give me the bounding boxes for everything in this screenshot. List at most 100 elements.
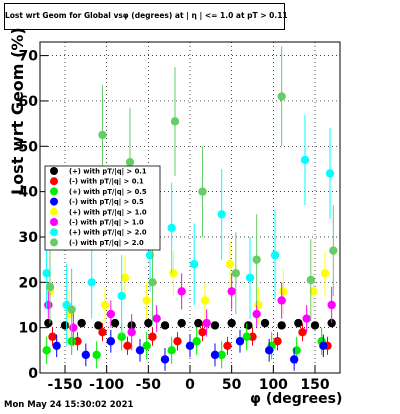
data-point — [325, 169, 335, 178]
data-point — [123, 341, 132, 350]
data-point — [270, 250, 280, 260]
legend-label: (-) with pT/|q| > 2.0 — [69, 239, 144, 248]
data-point — [177, 318, 186, 328]
data-point — [42, 346, 51, 355]
legend-label: (-) with pT/|q| > 1.0 — [69, 219, 144, 228]
legend-marker — [50, 207, 58, 216]
data-point — [319, 341, 328, 350]
data-point — [279, 287, 288, 296]
data-point — [69, 323, 78, 332]
data-point — [231, 269, 241, 278]
data-point — [42, 269, 51, 278]
data-point — [306, 275, 316, 285]
data-point — [217, 350, 226, 360]
legend-label: (+) with pT/|q| > 0.1 — [69, 168, 147, 177]
y-tick-label: 0 — [28, 366, 38, 382]
x-tick-label: -100 — [89, 377, 124, 393]
data-point — [92, 350, 101, 360]
data-point — [302, 314, 311, 323]
data-point — [44, 318, 53, 328]
data-point — [273, 337, 282, 346]
data-point — [200, 296, 210, 305]
y-axis-label: Lost wrt Geom (%) — [8, 27, 27, 195]
axis-ticks: -150 -100 -50 0 50 100 150 0 10 20 30 40 50 60 70 — [19, 49, 330, 393]
data-point — [192, 337, 201, 346]
data-point — [248, 332, 257, 341]
data-point — [44, 300, 53, 310]
series-7 — [45, 46, 338, 351]
data-point — [52, 341, 61, 350]
data-point — [173, 337, 182, 346]
data-point — [260, 318, 270, 328]
data-point — [198, 187, 207, 196]
data-point — [300, 155, 310, 165]
y-tick-label: 10 — [19, 321, 39, 337]
data-point — [98, 130, 107, 140]
x-tick-label: -150 — [47, 377, 82, 393]
x-tick-label: -50 — [136, 377, 162, 393]
y-tick-label: 50 — [19, 139, 39, 155]
timestamp-footer: Mon May 24 15:30:02 2021 — [4, 400, 134, 410]
data-point — [198, 327, 207, 337]
legend-label: (+) with pT/|q| > 0.5 — [69, 188, 147, 197]
y-tick-label: 20 — [19, 275, 39, 291]
data-point — [167, 223, 176, 233]
y-tick-label: 60 — [19, 94, 39, 110]
data-point — [227, 287, 236, 296]
legend-marker — [50, 167, 58, 175]
data-point — [177, 287, 186, 296]
series-6 — [42, 114, 335, 346]
data-point — [148, 278, 157, 287]
data-point — [202, 318, 211, 328]
data-point — [264, 346, 274, 355]
data-point — [194, 318, 203, 328]
data-point — [73, 337, 82, 346]
data-point — [110, 318, 120, 328]
data-point — [244, 321, 253, 330]
data-point — [329, 246, 338, 255]
data-point — [310, 321, 320, 330]
data-point — [227, 318, 236, 328]
data-point — [67, 305, 76, 314]
legend-label: (+) with pT/|q| > 1.0 — [69, 208, 147, 217]
x-axis-label: φ (degrees) — [250, 391, 343, 407]
data-point — [160, 355, 170, 364]
data-point — [289, 355, 299, 364]
data-point — [125, 157, 135, 167]
data-point — [252, 309, 261, 319]
data-point — [81, 350, 91, 360]
data-point — [117, 291, 126, 301]
data-point — [242, 332, 251, 341]
data-point — [210, 321, 220, 330]
data-point — [94, 321, 103, 330]
series-2 — [42, 323, 326, 369]
data-point — [60, 321, 70, 330]
chart-title: Lost wrt Geom for Global vsφ (degrees) a… — [5, 11, 288, 20]
data-point — [77, 318, 86, 328]
legend-box — [44, 165, 161, 251]
data-point — [87, 278, 96, 287]
series-1 — [48, 323, 332, 355]
data-point — [245, 273, 255, 282]
y-tick-label: 70 — [19, 49, 39, 65]
data-point — [223, 341, 232, 350]
x-tick-label: 150 — [300, 377, 329, 393]
x-tick-label: 100 — [259, 377, 288, 393]
y-tick-label: 40 — [19, 185, 39, 201]
data-point — [45, 282, 55, 292]
data-point — [210, 350, 220, 360]
legend-label: (-) with pT/|q| > 0.1 — [69, 178, 144, 187]
data-point — [277, 92, 286, 101]
data-point — [169, 269, 178, 278]
data-point — [142, 296, 151, 305]
data-point — [167, 346, 176, 355]
data-point — [120, 273, 130, 282]
data-point — [252, 255, 261, 264]
data-point — [235, 337, 245, 346]
data-point — [144, 318, 153, 328]
data-point — [277, 296, 286, 305]
legend-marker — [50, 228, 58, 237]
data-point — [106, 337, 116, 346]
data-point — [225, 259, 235, 269]
